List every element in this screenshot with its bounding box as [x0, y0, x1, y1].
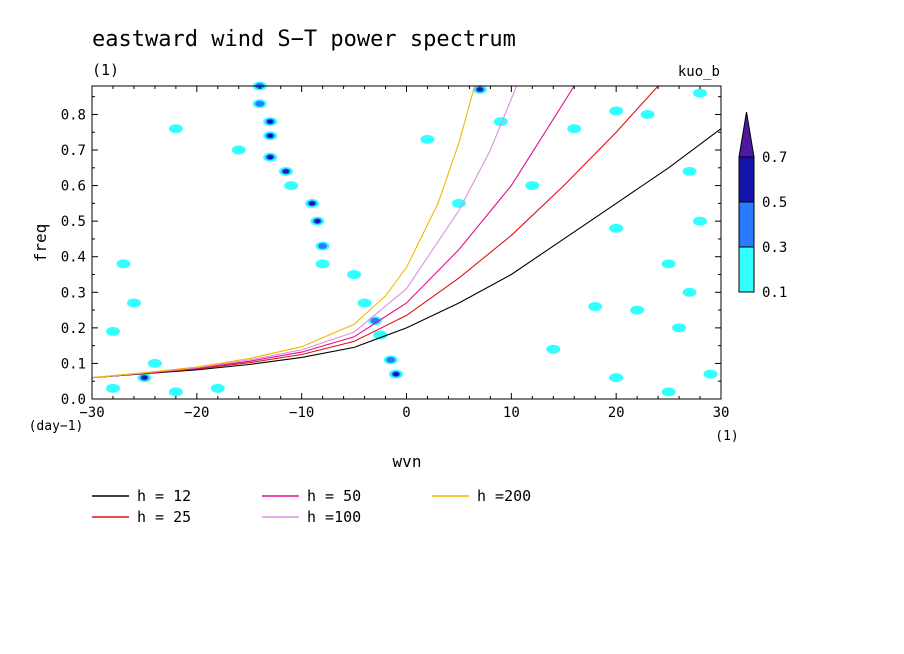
axes: −30 −20 −10 0 10 20 30 0.0 0.1 0.2 0.3 0.4 0.5 0.6 0.7…: [61, 86, 730, 421]
y-tick-label-0: 0.0: [61, 392, 86, 408]
spectral-peak-1-22: [630, 305, 645, 315]
colorbar: 0.1 0.3 0.5 0.7: [738, 111, 787, 301]
x-tick-label-5: 20: [608, 405, 625, 421]
spectral-peak-1-1: [126, 298, 141, 308]
spectral-peak-1-18: [693, 88, 708, 98]
y-tick-label-5: 0.5: [61, 214, 86, 230]
y-axis-label: freq: [31, 224, 50, 263]
spectral-peak-1-20: [661, 259, 676, 269]
y-tick-label-3: 0.3: [61, 285, 86, 301]
y-unit-label: (day−1): [29, 419, 84, 434]
contour-features: [105, 81, 718, 397]
x-tick-label-3: 0: [402, 405, 410, 421]
spectral-peak-1-12: [493, 117, 508, 127]
colorbar-segment-1: [738, 201, 755, 248]
spectral-peak-0-14: [373, 330, 388, 340]
spectral-peak-1-6: [168, 387, 183, 397]
y-tick-label-8: 0.8: [61, 107, 86, 123]
y-tick-label-4: 0.4: [61, 250, 86, 266]
spectral-peak-0-9-l2: [318, 243, 328, 250]
spectral-peak-0-15-l2: [386, 356, 396, 363]
x-tick-label-0: −30: [79, 405, 104, 421]
y-tick-label-1: 0.1: [61, 356, 86, 372]
spectral-peak-1-26: [703, 369, 718, 379]
colorbar-segment-0: [738, 246, 755, 293]
spectral-peak-1-29: [682, 287, 697, 297]
spectral-peak-0-6: [284, 181, 299, 191]
spectral-peak-0-8-l3: [314, 219, 321, 224]
colorbar-label-1: 0.3: [762, 240, 787, 256]
legend-label-h-50: h = 50: [307, 487, 361, 505]
spectral-peak-1-0: [116, 259, 131, 269]
colorbar-label-0: 0.1: [762, 285, 787, 301]
spectral-peak-0-3-l3: [267, 133, 274, 138]
colorbar-segment-2: [738, 156, 755, 203]
spectral-peak-1-11: [451, 198, 466, 208]
spectral-peak-1-14: [567, 124, 582, 134]
spectral-peak-0-10: [315, 259, 330, 269]
chart-subtitle: (1): [92, 61, 119, 79]
x-tick-label-1: −20: [184, 405, 209, 421]
spectral-peak-0-2-l3: [267, 119, 274, 124]
spectral-peak-0-1-l2: [255, 100, 265, 107]
spectral-peak-1-23: [672, 323, 687, 333]
spectral-peak-0-11: [347, 270, 362, 280]
spectral-peak-0-12: [357, 298, 372, 308]
legend-label-h-200: h =200: [477, 487, 531, 505]
spectral-peak-1-15: [609, 106, 624, 116]
x-tick-label-6: 30: [713, 405, 730, 421]
curve-h-50: [91, 85, 575, 379]
spectral-peak-0-5-l4: [284, 170, 288, 173]
y-tick-label-2: 0.2: [61, 321, 86, 337]
plot-frame: [91, 85, 722, 400]
legend: h = 12 h = 25 h = 50 h =100 h =200: [92, 487, 531, 526]
curve-h-12: [91, 128, 722, 379]
y-tick-label-7: 0.7: [61, 143, 86, 159]
colorbar-label-2: 0.5: [762, 195, 787, 211]
x-unit-label: (1): [715, 429, 738, 444]
spectral-peak-0-16-l3: [393, 372, 400, 377]
spectral-peak-1-13: [525, 181, 540, 191]
x-tick-label-2: −10: [289, 405, 314, 421]
spectral-peak-1-10: [420, 134, 435, 144]
spectral-peak-1-24: [609, 373, 624, 383]
curve-h-200: [91, 85, 476, 379]
spectral-peak-1-8: [168, 124, 183, 134]
spectral-peak-0-4-l3: [267, 155, 274, 160]
legend-label-h-25: h = 25: [137, 508, 191, 526]
colorbar-arrow: [738, 111, 755, 158]
curve-h-100: [91, 85, 518, 379]
spectral-peak-1-21: [693, 216, 708, 226]
spectral-peak-1-28: [588, 302, 603, 312]
spectral-peak-0-17-l3: [476, 87, 483, 92]
curve-h-25: [91, 85, 659, 379]
colorbar-label-3: 0.7: [762, 150, 787, 166]
spectral-peak-1-2: [105, 326, 120, 336]
x-tick-label-4: 10: [503, 405, 520, 421]
spectral-peak-1-16: [640, 109, 655, 119]
chart-title: eastward wind S−T power spectrum: [92, 27, 516, 52]
spectral-peak-1-25: [661, 387, 676, 397]
spectral-peak-0-7-l3: [309, 201, 316, 206]
spectral-peak-1-7: [210, 383, 225, 393]
spectral-peak-1-19: [609, 223, 624, 233]
spectral-peak-1-4: [147, 358, 162, 368]
y-tick-label-6: 0.6: [61, 179, 86, 195]
dispersion-curves: [91, 85, 722, 379]
x-axis-label: wvn: [393, 452, 422, 471]
legend-label-h-12: h = 12: [137, 487, 191, 505]
spectral-peak-1-5: [105, 383, 120, 393]
spectral-peak-1-3-l3: [141, 375, 148, 380]
legend-label-h-100: h =100: [307, 508, 361, 526]
spectral-peak-1-27: [546, 344, 561, 354]
corner-label: kuo_b: [678, 64, 720, 80]
spectral-peak-1-17: [682, 166, 697, 176]
spectral-peak-1-9: [231, 145, 246, 155]
